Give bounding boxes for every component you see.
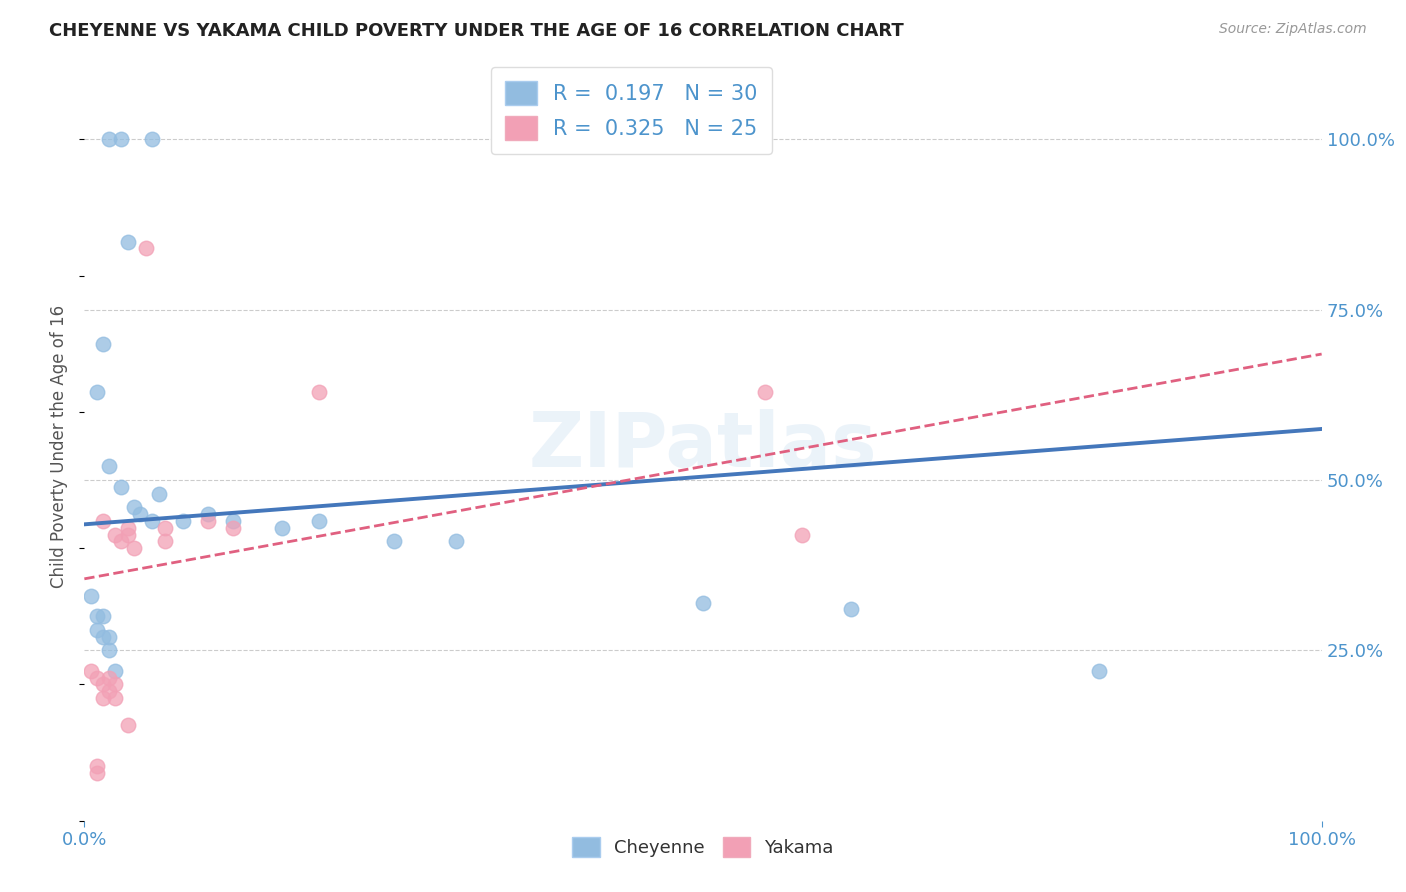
Point <box>104 664 127 678</box>
Point <box>222 521 245 535</box>
Point <box>135 242 157 256</box>
Point <box>117 718 139 732</box>
Point <box>141 514 163 528</box>
Point <box>98 630 121 644</box>
Point <box>91 691 114 706</box>
Point <box>444 534 467 549</box>
Point <box>110 480 132 494</box>
Point <box>86 766 108 780</box>
Point <box>153 521 176 535</box>
Point <box>1088 664 1111 678</box>
Point <box>308 384 330 399</box>
Point <box>141 132 163 146</box>
Point <box>197 507 219 521</box>
Text: CHEYENNE VS YAKAMA CHILD POVERTY UNDER THE AGE OF 16 CORRELATION CHART: CHEYENNE VS YAKAMA CHILD POVERTY UNDER T… <box>49 22 904 40</box>
Point <box>148 486 170 500</box>
Point <box>271 521 294 535</box>
Point <box>382 534 405 549</box>
Point <box>122 500 145 515</box>
Point <box>86 759 108 773</box>
Point <box>117 235 139 249</box>
Point <box>91 336 114 351</box>
Point <box>98 459 121 474</box>
Text: Source: ZipAtlas.com: Source: ZipAtlas.com <box>1219 22 1367 37</box>
Y-axis label: Child Poverty Under the Age of 16: Child Poverty Under the Age of 16 <box>51 304 69 588</box>
Point <box>222 514 245 528</box>
Point <box>153 534 176 549</box>
Text: ZIPatlas: ZIPatlas <box>529 409 877 483</box>
Point <box>91 677 114 691</box>
Point <box>86 609 108 624</box>
Point <box>197 514 219 528</box>
Point <box>86 384 108 399</box>
Point <box>110 534 132 549</box>
Point <box>841 602 863 616</box>
Point <box>122 541 145 556</box>
Point <box>98 643 121 657</box>
Point <box>308 514 330 528</box>
Point <box>117 527 139 541</box>
Point <box>79 664 101 678</box>
Point <box>110 132 132 146</box>
Point <box>86 671 108 685</box>
Point <box>91 630 114 644</box>
Point <box>692 596 714 610</box>
Point <box>754 384 776 399</box>
Point <box>104 677 127 691</box>
Point <box>104 527 127 541</box>
Point <box>104 691 127 706</box>
Point <box>129 507 152 521</box>
Point <box>91 514 114 528</box>
Point <box>172 514 194 528</box>
Point <box>98 671 121 685</box>
Point <box>79 589 101 603</box>
Point <box>790 527 813 541</box>
Point <box>98 132 121 146</box>
Point <box>98 684 121 698</box>
Legend: Cheyenne, Yakama: Cheyenne, Yakama <box>565 830 841 864</box>
Point <box>86 623 108 637</box>
Point <box>117 521 139 535</box>
Point <box>91 609 114 624</box>
